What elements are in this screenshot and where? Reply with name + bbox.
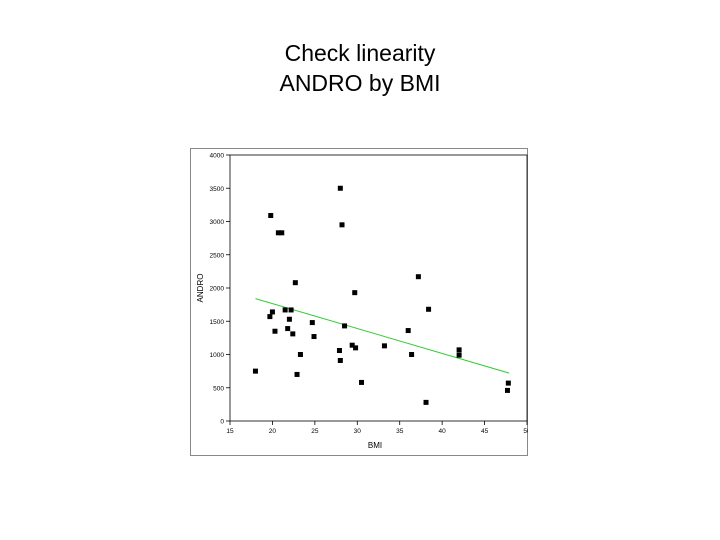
data-point: [282, 307, 288, 313]
data-point: [267, 314, 273, 320]
x-tick-label: 40: [439, 428, 447, 435]
data-point: [339, 222, 345, 228]
data-point: [279, 230, 285, 236]
title-line-2: ANDRO by BMI: [279, 70, 441, 96]
data-point: [290, 331, 296, 337]
data-point: [297, 352, 303, 357]
plot-area: [229, 154, 528, 422]
data-point: [405, 328, 411, 334]
x-tick-label: 20: [269, 428, 277, 435]
scatter-chart: 0 500 1000 1500 2000 2500 3000 3500 4000 15 20 25 3…: [190, 148, 531, 456]
data-point: [294, 371, 300, 377]
y-tick-label: 3500: [210, 186, 225, 193]
y-axis-label: ANDRO: [196, 274, 205, 303]
x-axis-label: BMI: [368, 441, 382, 450]
data-point: [272, 328, 278, 334]
data-point: [337, 185, 343, 191]
data-point: [309, 320, 315, 326]
data-point: [456, 347, 462, 353]
data-point: [269, 309, 275, 315]
data-point: [336, 348, 342, 354]
y-tick-label: 4000: [210, 153, 225, 160]
x-tick-label: 50: [523, 428, 528, 435]
data-point: [292, 280, 298, 286]
data-point: [456, 352, 462, 358]
data-point: [409, 352, 415, 357]
data-point: [359, 379, 365, 385]
x-tick-label: 25: [311, 428, 319, 435]
chart-frame: 0 500 1000 1500 2000 2500 3000 3500 4000 15 20 25 3…: [190, 148, 531, 456]
data-point: [426, 306, 432, 312]
x-axis: 15 20 25 30 35 40 45 50: [226, 421, 531, 435]
data-point: [275, 230, 281, 236]
data-point: [505, 380, 511, 386]
data-point: [423, 399, 429, 405]
x-tick-label: 45: [481, 428, 489, 435]
x-tick-label: 30: [354, 428, 362, 435]
data-point: [504, 387, 510, 393]
x-tick-label: 15: [226, 428, 234, 435]
y-tick-label: 0: [220, 419, 224, 426]
y-tick-label: 2500: [210, 252, 225, 259]
y-tick-label: 1000: [210, 352, 225, 359]
y-axis: 0 500 1000 1500 2000 2500 3000 3500 4000: [210, 153, 230, 426]
y-tick-label: 3000: [210, 219, 225, 226]
fit-line: [255, 298, 510, 374]
data-point: [352, 290, 358, 296]
data-point: [353, 345, 359, 351]
data-point: [288, 307, 294, 313]
data-point: [311, 334, 317, 340]
data-point: [286, 316, 292, 322]
data-point: [285, 326, 291, 332]
title-line-1: Check linearity: [284, 40, 436, 66]
y-tick-label: 2000: [210, 286, 225, 293]
data-point: [349, 342, 355, 348]
data-point: [337, 357, 343, 363]
data-point: [342, 323, 348, 329]
y-tick-label: 500: [213, 385, 224, 392]
y-tick-label: 1500: [210, 319, 225, 326]
slide-title: Check linearity ANDRO by BMI: [0, 38, 720, 98]
data-point: [268, 213, 274, 219]
data-point: [252, 368, 258, 374]
x-tick-label: 35: [396, 428, 404, 435]
data-point: [381, 343, 387, 349]
data-point: [415, 274, 421, 280]
data-points: [252, 185, 511, 405]
